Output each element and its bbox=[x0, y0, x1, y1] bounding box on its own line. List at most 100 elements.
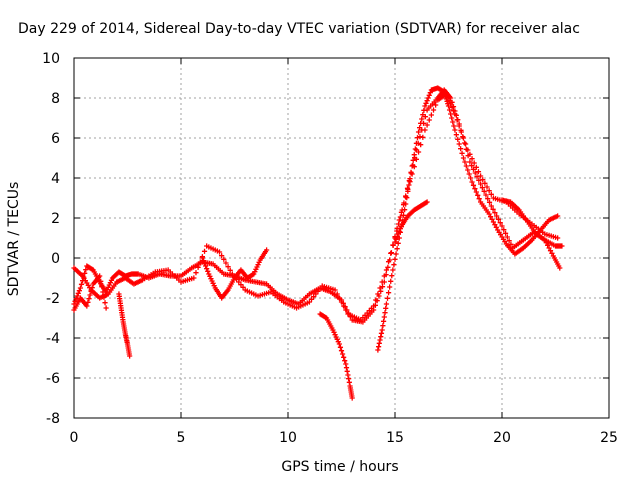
data-point bbox=[417, 134, 423, 140]
series-track-i bbox=[499, 197, 563, 271]
data-point bbox=[375, 291, 381, 297]
data-point bbox=[424, 98, 430, 104]
data-point bbox=[390, 267, 396, 273]
data-point bbox=[461, 140, 468, 146]
data-point bbox=[98, 278, 104, 284]
data-point bbox=[379, 279, 385, 285]
data-point bbox=[317, 286, 323, 292]
data-point bbox=[387, 284, 393, 290]
data-point bbox=[225, 264, 231, 270]
data-point bbox=[490, 206, 496, 212]
data-point bbox=[402, 207, 408, 213]
data-point bbox=[546, 245, 552, 251]
data-point bbox=[377, 285, 383, 291]
x-axis-ticks: 0 5 10 15 20 25 bbox=[70, 430, 618, 446]
data-point bbox=[76, 288, 82, 294]
data-point bbox=[460, 155, 467, 161]
data-point bbox=[418, 120, 424, 126]
data-point bbox=[465, 167, 471, 173]
data-point bbox=[264, 247, 270, 253]
data-point bbox=[545, 242, 551, 248]
data-point bbox=[456, 123, 462, 129]
data-point bbox=[391, 262, 397, 268]
data-point bbox=[346, 376, 352, 382]
data-point bbox=[424, 122, 430, 128]
data-point bbox=[393, 236, 399, 242]
data-point bbox=[469, 156, 475, 162]
data-point bbox=[423, 100, 429, 106]
data-point bbox=[373, 297, 379, 303]
data-point bbox=[493, 224, 499, 230]
y-axis-ticks: -8 -6 -4 -2 0 2 4 6 8 10 bbox=[42, 51, 60, 427]
data-point bbox=[334, 291, 340, 297]
data-point bbox=[400, 212, 407, 218]
data-point bbox=[426, 92, 432, 98]
data-point bbox=[204, 266, 210, 272]
data-point bbox=[250, 272, 256, 278]
data-point bbox=[475, 169, 482, 175]
data-point bbox=[199, 255, 205, 261]
data-point bbox=[380, 323, 386, 329]
data-point bbox=[414, 135, 421, 141]
data-point bbox=[501, 227, 507, 233]
data-point bbox=[332, 287, 338, 293]
data-point bbox=[388, 250, 394, 256]
data-point bbox=[343, 307, 349, 313]
x-tick-label: 15 bbox=[386, 430, 404, 446]
data-point bbox=[421, 107, 427, 113]
data-point bbox=[394, 234, 400, 240]
x-tick-label: 20 bbox=[493, 430, 511, 446]
data-point bbox=[458, 146, 464, 152]
data-point bbox=[476, 177, 482, 183]
data-point bbox=[476, 196, 482, 202]
data-point bbox=[375, 347, 381, 353]
data-point bbox=[480, 177, 486, 183]
data-point bbox=[508, 241, 514, 247]
data-point bbox=[377, 337, 383, 343]
data-point bbox=[486, 188, 492, 194]
data-point bbox=[504, 234, 510, 240]
data-point bbox=[308, 296, 315, 302]
data-point bbox=[495, 216, 502, 222]
data-point bbox=[89, 266, 95, 272]
data-point bbox=[407, 176, 413, 182]
data-point bbox=[411, 152, 417, 158]
data-point bbox=[448, 111, 454, 117]
data-point bbox=[486, 211, 492, 217]
data-point bbox=[376, 340, 382, 346]
data-point bbox=[193, 270, 199, 276]
series-track-h bbox=[392, 199, 430, 245]
data-point bbox=[452, 127, 458, 133]
data-point bbox=[392, 239, 398, 245]
data-point bbox=[103, 305, 109, 311]
data-point bbox=[492, 222, 498, 228]
data-point bbox=[478, 181, 484, 187]
data-point bbox=[473, 164, 479, 170]
data-point bbox=[99, 284, 105, 290]
data-point bbox=[463, 163, 469, 169]
data-point bbox=[488, 203, 494, 209]
data-point bbox=[472, 170, 478, 176]
data-point bbox=[425, 95, 431, 101]
y-tick-label: 8 bbox=[51, 91, 60, 107]
data-point bbox=[472, 186, 478, 192]
data-point bbox=[440, 88, 446, 94]
data-point bbox=[473, 189, 479, 195]
data-point bbox=[422, 127, 428, 133]
data-point bbox=[389, 273, 395, 279]
data-point bbox=[395, 240, 401, 246]
data-point bbox=[489, 216, 495, 222]
data-point bbox=[201, 260, 208, 266]
data-point bbox=[236, 279, 242, 285]
data-point bbox=[494, 213, 500, 219]
data-point bbox=[460, 135, 467, 141]
plot-border bbox=[73, 57, 610, 419]
data-point bbox=[102, 300, 108, 306]
data-point bbox=[446, 107, 453, 113]
data-point bbox=[471, 160, 477, 166]
y-tick-label: 2 bbox=[51, 211, 60, 227]
data-point bbox=[557, 265, 563, 271]
data-point bbox=[396, 228, 402, 234]
data-point bbox=[424, 199, 430, 205]
data-point bbox=[462, 159, 468, 165]
